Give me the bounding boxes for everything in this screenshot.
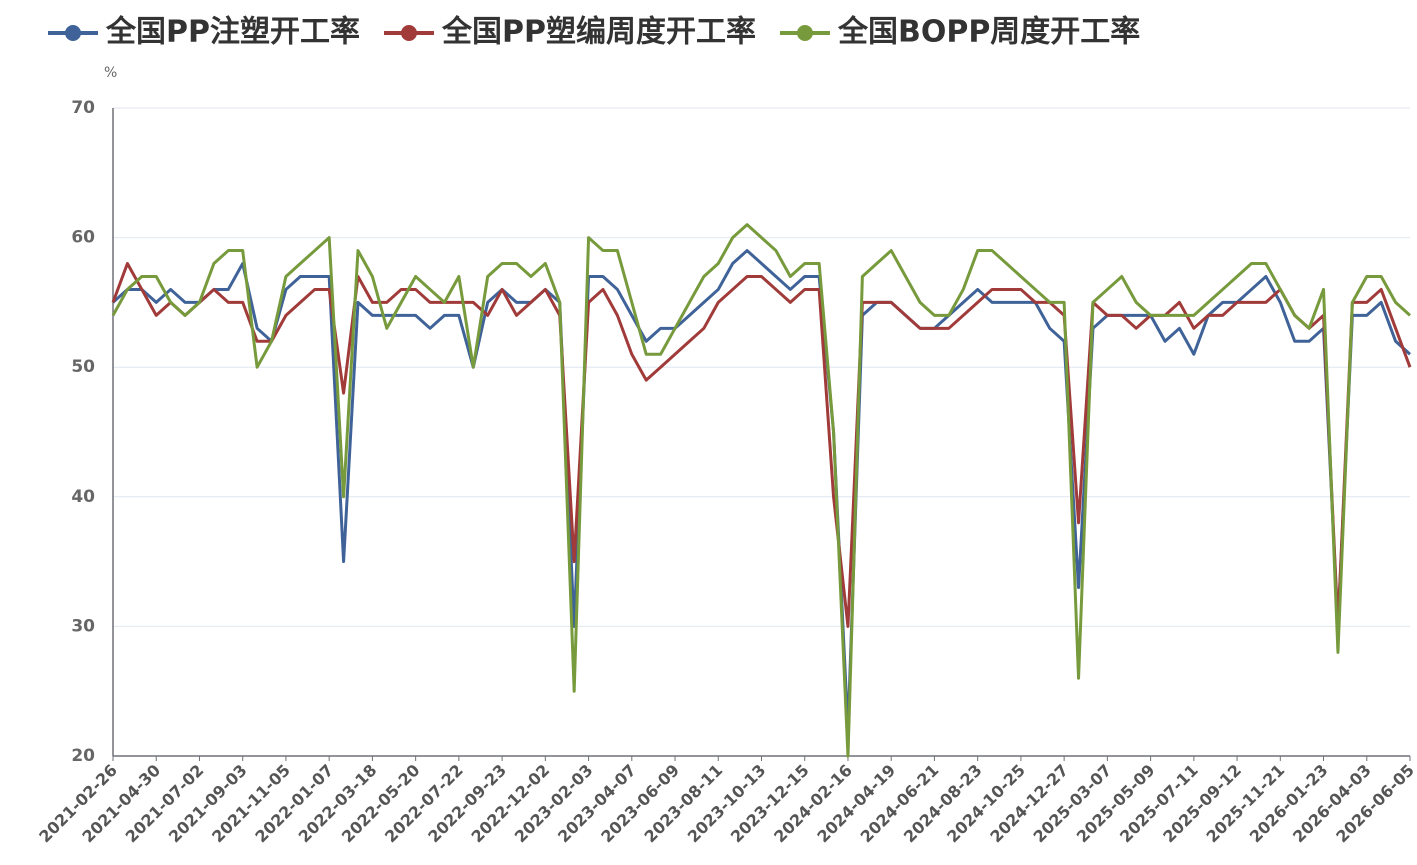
legend-marker xyxy=(796,25,813,41)
y-tick-label: 70 xyxy=(71,98,95,118)
legend-label: 全国PP注塑开工率 xyxy=(105,15,360,50)
series-line xyxy=(111,223,1412,758)
legend-marker xyxy=(65,25,81,41)
series-line xyxy=(111,262,1412,628)
y-axis-unit: % xyxy=(104,65,117,81)
y-tick-label: 30 xyxy=(71,616,95,636)
y-tick-label: 20 xyxy=(71,746,95,766)
legend-label: 全国PP塑编周度开工率 xyxy=(441,15,756,50)
legend-label: 全国BOPP周度开工率 xyxy=(837,15,1140,50)
y-tick-label: 60 xyxy=(71,228,95,248)
y-tick-label: 40 xyxy=(71,487,95,507)
legend-marker xyxy=(400,25,417,41)
series-line xyxy=(111,249,1412,732)
y-tick-label: 50 xyxy=(71,357,95,377)
